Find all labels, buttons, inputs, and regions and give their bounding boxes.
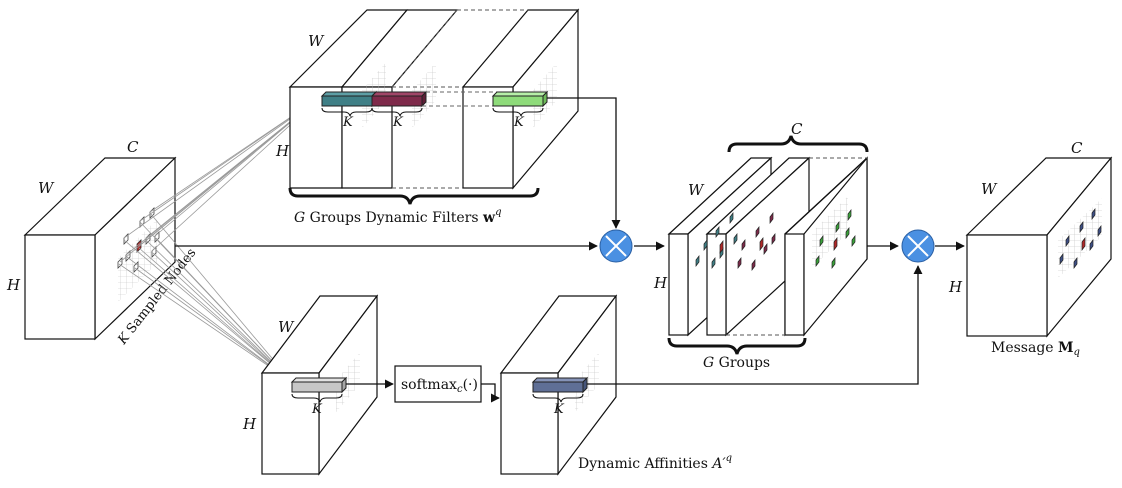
- affinity-k-brace-1: [291, 393, 343, 403]
- grouped-dots-green: [815, 208, 856, 270]
- grouped-center-dot-3: [833, 236, 838, 252]
- grouped-center-dot-1: [719, 239, 724, 255]
- filter-k-braces: [321, 107, 544, 117]
- affinity-bar-gray: [290, 376, 348, 394]
- affinity-width-label: W: [278, 318, 295, 336]
- grouped-width-label: W: [688, 181, 705, 199]
- input-width-label: W: [38, 179, 55, 197]
- filter-caption: G Groups Dynamic Filters wq: [294, 207, 501, 226]
- filter-height-label: H: [275, 142, 290, 160]
- affinity-k-label-2: K: [553, 402, 565, 417]
- input-height-label: H: [6, 276, 21, 294]
- affinity-caption: Dynamic Affinities A′q: [578, 453, 732, 472]
- filter-bar-maroon: [370, 90, 428, 108]
- grouped-center-dot-2: [759, 236, 764, 252]
- message-dots: [1059, 207, 1102, 270]
- grouped-green-grid: [812, 196, 848, 268]
- filter-bar-teal: [320, 90, 378, 108]
- message-height-label: H: [948, 278, 963, 296]
- grouped-dots-maroon: [737, 211, 776, 272]
- sampling-lines-lower: [118, 212, 293, 383]
- multiply-circle-icon-2: [901, 229, 935, 263]
- filter-bar-dashes: [422, 91, 497, 107]
- message-channels-label: C: [1071, 139, 1083, 157]
- flow-arrows: [175, 97, 965, 403]
- affinity-bar-slate: [531, 376, 589, 394]
- grouped-channels-label: C: [791, 120, 803, 138]
- grouped-channel-brace: [727, 135, 869, 153]
- softmax-label: softmaxc(·): [401, 377, 478, 395]
- filter-k-label-3: K: [513, 115, 525, 130]
- multiply-circle-icon: [599, 229, 633, 263]
- affinity-k-label-1: K: [311, 402, 323, 417]
- softmax-box: [394, 365, 482, 403]
- grouped-caption: G Groups: [703, 355, 770, 371]
- grouped-output-stack: [667, 156, 868, 337]
- filter-width-label: W: [308, 32, 325, 50]
- message-center-dot: [1081, 236, 1086, 252]
- arrow-filters-to-multiply: [547, 97, 621, 229]
- grouped-dots-teal: [695, 211, 738, 270]
- filter-groups-brace: [288, 187, 540, 205]
- input-channels-label: C: [127, 138, 139, 156]
- message-grid: [1058, 198, 1102, 278]
- affinity-input-grid: [336, 352, 360, 412]
- arrow-softmax-to-affinity: [481, 383, 500, 403]
- affinity-height-label: H: [242, 415, 257, 433]
- filter-bar-green: [491, 90, 549, 108]
- message-caption: Message Mq: [991, 340, 1080, 358]
- filter-k-label-1: K: [342, 115, 354, 130]
- arrow-affinity-to-multiply: [587, 265, 923, 385]
- filter-k-label-2: K: [392, 115, 404, 130]
- message-width-label: W: [981, 180, 998, 198]
- grouped-hidden-edges: [726, 157, 867, 336]
- affinity-k-brace-2: [532, 393, 584, 403]
- grouped-height-label: H: [653, 274, 668, 292]
- grouped-groups-brace: [667, 337, 807, 355]
